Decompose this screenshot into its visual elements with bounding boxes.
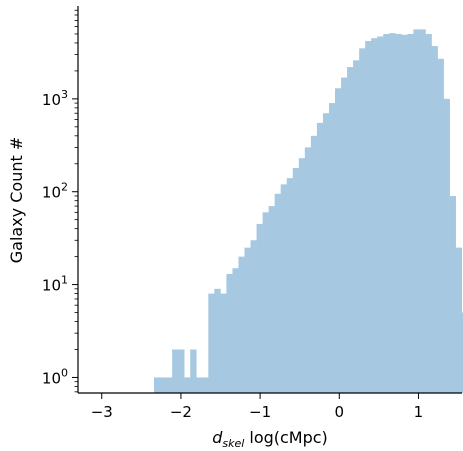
y-tick-label-exponent: 0 xyxy=(61,366,68,379)
histogram-bar xyxy=(190,349,197,393)
histogram-bar xyxy=(353,60,360,393)
histogram-bar xyxy=(178,349,185,393)
y-tick-label-exponent: 2 xyxy=(61,181,68,194)
x-tick-label: −2 xyxy=(170,403,192,421)
x-tick-label: −3 xyxy=(91,403,113,421)
histogram-bar xyxy=(431,46,438,393)
histogram-bar xyxy=(455,247,462,393)
y-tick-label: 101 xyxy=(42,274,68,295)
histogram-bar xyxy=(268,206,275,393)
axes xyxy=(77,6,462,394)
histogram-bar xyxy=(172,349,179,393)
histogram-bar xyxy=(425,33,432,393)
histogram-bar xyxy=(184,377,191,393)
x-tick-label: 1 xyxy=(414,403,424,421)
histogram-bar xyxy=(220,293,227,393)
histogram-bar xyxy=(322,113,330,393)
y-tick-label-base: 10 xyxy=(42,184,61,202)
histogram-bar xyxy=(262,212,269,393)
y-tick-label-base: 10 xyxy=(42,277,61,295)
histogram-bar xyxy=(208,293,215,393)
histogram-bar xyxy=(413,29,420,393)
histogram-bar xyxy=(461,312,463,393)
histogram-bar xyxy=(256,223,263,393)
y-tick-label: 100 xyxy=(42,366,68,387)
histogram-bar xyxy=(443,98,450,394)
x-axis-label-subscript: skel xyxy=(222,437,244,450)
histogram-bar xyxy=(238,256,245,393)
histogram-bar xyxy=(280,184,288,393)
y-tick-label-base: 10 xyxy=(42,369,61,387)
histogram-bar xyxy=(286,178,294,393)
histogram-bar xyxy=(395,33,402,393)
histogram-bar xyxy=(419,29,426,393)
x-axis-label-symbol: d xyxy=(212,428,223,447)
y-tick-label-base: 10 xyxy=(42,91,61,109)
histogram-bar xyxy=(359,48,366,394)
y-tick-label-exponent: 3 xyxy=(61,88,68,101)
histogram-bar xyxy=(250,240,257,393)
histogram-bar xyxy=(407,33,414,393)
histogram-bar xyxy=(226,274,233,393)
x-ticks: −3 −2 −1 0 1 xyxy=(91,393,424,421)
histogram-bar xyxy=(274,193,281,393)
histogram-bars xyxy=(154,29,463,394)
histogram-bar xyxy=(389,33,396,393)
histogram-bar xyxy=(335,88,342,393)
histogram-bar xyxy=(383,33,390,393)
x-tick-label: 0 xyxy=(335,403,345,421)
histogram-bar xyxy=(371,38,378,393)
x-tick-label: −1 xyxy=(249,403,271,421)
histogram-bar xyxy=(341,77,348,394)
histogram-bar xyxy=(166,377,173,393)
histogram-bar xyxy=(154,377,161,393)
histogram-bar xyxy=(244,247,251,393)
x-axis-label-unit: log(cMpc) xyxy=(244,428,328,447)
histogram-bar xyxy=(328,103,336,394)
histogram-bar xyxy=(214,288,221,393)
histogram-bar xyxy=(202,377,209,393)
histogram-bar xyxy=(196,377,203,393)
histogram-bar xyxy=(292,168,300,393)
histogram-bar xyxy=(437,58,444,394)
histogram-bar xyxy=(298,158,306,393)
histogram-bar xyxy=(316,122,324,393)
histogram-bar xyxy=(160,377,167,393)
histogram-bar xyxy=(401,34,408,394)
y-tick-label: 102 xyxy=(42,181,68,202)
y-axis-label: Galaxy Count # xyxy=(7,137,26,263)
histogram-bar xyxy=(365,40,372,394)
histogram-bar xyxy=(449,195,456,393)
y-tick-label: 103 xyxy=(42,88,68,109)
histogram-bar xyxy=(377,36,384,393)
x-axis-label: dskel log(cMpc) xyxy=(212,428,328,450)
histogram-bar xyxy=(347,67,354,393)
histogram-bar xyxy=(304,147,312,393)
histogram-bar xyxy=(310,135,318,393)
y-tick-label-exponent: 1 xyxy=(61,274,68,287)
histogram-bar xyxy=(232,268,239,393)
